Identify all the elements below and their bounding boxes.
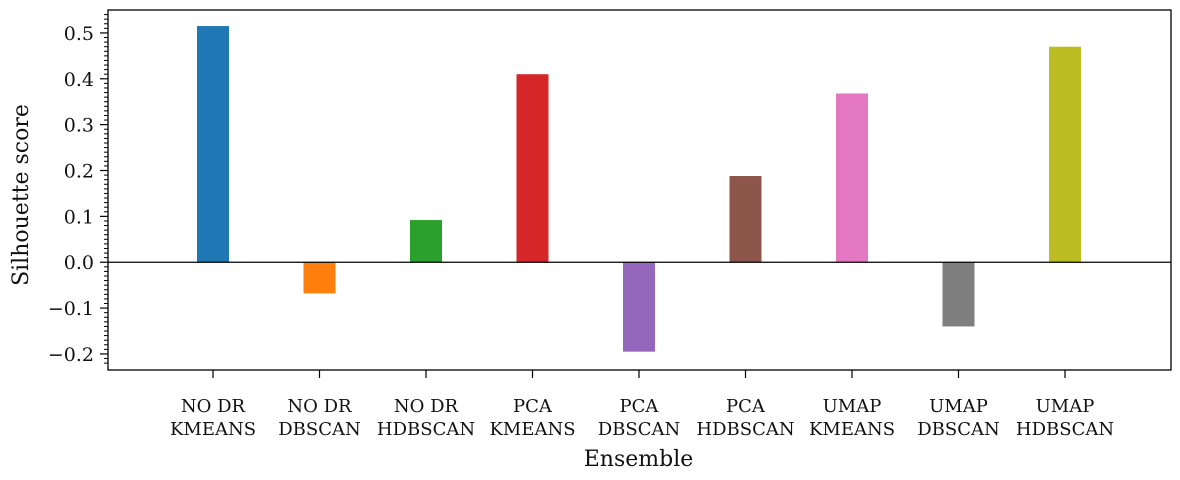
x-tick-label-line2: KMEANS	[170, 419, 256, 440]
y-tick-label: −0.1	[48, 298, 94, 320]
y-tick-label: 0.2	[64, 161, 94, 183]
x-tick-label-line1: NO DR	[181, 396, 246, 417]
y-tick-label: 0.3	[64, 115, 94, 137]
y-tick-label: 0.1	[64, 206, 94, 228]
x-tick-label-line2: DBSCAN	[917, 419, 1000, 440]
bar-8	[1049, 46, 1081, 263]
bar-0	[197, 26, 229, 263]
x-tick-label-line1: UMAP	[1036, 396, 1095, 417]
x-tick-label-line1: UMAP	[929, 396, 988, 417]
y-axis-ticks: 0.5 0.4 0.3 0.2 0.1 0.0 −0.1 −0.2	[48, 14, 108, 366]
x-tick-label-line1: NO DR	[394, 396, 459, 417]
x-tick-label-line2: HDBSCAN	[377, 419, 475, 440]
bar-7	[942, 262, 975, 327]
x-tick-label-line2: HDBSCAN	[1016, 419, 1114, 440]
x-tick-label-line1: NO DR	[287, 396, 352, 417]
x-tick-label-line2: DBSCAN	[278, 419, 361, 440]
bar-6	[836, 93, 868, 263]
x-tick-label-line2: HDBSCAN	[696, 419, 794, 440]
bar-2	[410, 220, 442, 263]
x-tick-label-line1: UMAP	[823, 396, 882, 417]
x-axis-label: Ensemble	[584, 447, 694, 472]
x-tick-label-line2: DBSCAN	[598, 419, 681, 440]
bar-1	[303, 262, 336, 294]
bar-4	[623, 262, 655, 352]
x-tick-label-line2: KMEANS	[489, 419, 575, 440]
bar-5	[729, 176, 762, 263]
x-tick-label-line1: PCA	[513, 396, 553, 417]
x-tick-label-line1: PCA	[620, 396, 660, 417]
x-tick-label-line1: PCA	[726, 396, 766, 417]
y-tick-label: −0.2	[48, 344, 94, 366]
y-axis-label: Silhouette score	[9, 104, 34, 286]
bars-group	[197, 26, 1081, 352]
bar-3	[516, 74, 549, 263]
y-tick-label: 0.4	[64, 69, 94, 91]
y-tick-label: 0.5	[64, 23, 94, 45]
y-tick-label: 0.0	[64, 252, 94, 274]
x-tick-label-line2: KMEANS	[809, 419, 895, 440]
